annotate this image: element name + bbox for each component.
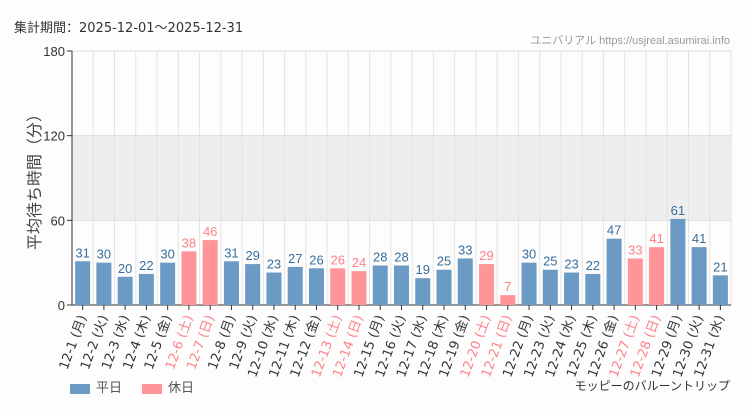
data-label: 7 <box>504 279 511 294</box>
data-label: 46 <box>203 224 217 239</box>
data-label: 25 <box>437 254 451 269</box>
bar <box>266 272 282 305</box>
data-label: 30 <box>97 247 111 262</box>
data-label: 38 <box>182 235 196 250</box>
bar <box>202 240 218 305</box>
data-label: 26 <box>330 252 344 267</box>
data-label: 23 <box>267 257 281 272</box>
data-label: 28 <box>373 249 387 264</box>
site-credit: ユニバリアル https://usjreal.asumirai.info <box>530 35 730 47</box>
y-tick-label: 60 <box>51 213 65 228</box>
data-label: 30 <box>160 247 174 262</box>
legend-label-weekday: 平日 <box>96 381 123 396</box>
bar <box>117 276 133 305</box>
shaded-band <box>72 135 731 221</box>
data-label: 23 <box>564 257 578 272</box>
data-label: 22 <box>586 258 600 273</box>
bar <box>160 262 176 305</box>
legend-label-holiday: 休日 <box>168 381 195 396</box>
y-axis-label: 平均待ち時間（分） <box>25 106 44 250</box>
bar <box>627 258 643 305</box>
data-label: 21 <box>713 259 727 274</box>
data-label: 47 <box>607 223 621 238</box>
bar <box>138 273 154 305</box>
bar <box>606 238 622 305</box>
bar <box>415 278 431 305</box>
legend-holiday[interactable]: 休日 <box>142 377 194 396</box>
data-label: 19 <box>416 262 430 277</box>
y-tick-label: 180 <box>43 44 65 59</box>
bar <box>75 261 91 305</box>
bar <box>436 269 452 305</box>
bar <box>712 275 728 305</box>
data-label: 26 <box>309 252 323 267</box>
data-label: 20 <box>118 261 132 276</box>
bar <box>542 269 558 305</box>
source-label: モッピーのバルーントリップ <box>574 379 730 393</box>
bar <box>245 264 261 305</box>
data-label: 31 <box>75 245 89 260</box>
data-label: 61 <box>671 203 685 218</box>
bar <box>564 272 580 305</box>
bar <box>649 247 665 305</box>
bar <box>457 258 473 305</box>
legend-swatch-weekday <box>70 383 90 394</box>
bar <box>585 273 601 305</box>
legend: 平日 休日 <box>70 377 194 396</box>
data-label: 27 <box>288 251 302 266</box>
data-label: 29 <box>479 248 493 263</box>
bar <box>372 265 388 305</box>
data-label: 41 <box>649 231 663 246</box>
data-label: 33 <box>458 242 472 257</box>
bar <box>394 265 409 305</box>
bar <box>287 266 303 305</box>
data-label: 30 <box>522 247 536 262</box>
legend-weekday[interactable]: 平日 <box>70 377 122 396</box>
bar <box>479 264 495 305</box>
bar <box>181 251 197 305</box>
bar <box>96 262 112 305</box>
data-label: 29 <box>245 248 259 263</box>
bar <box>521 262 537 305</box>
data-label: 25 <box>543 254 557 269</box>
bar <box>500 295 516 305</box>
period-label: 集計期間：2025-12-01～2025-12-31 <box>14 21 244 36</box>
y-tick-label: 0 <box>58 298 65 313</box>
bar <box>351 271 367 305</box>
data-label: 28 <box>394 249 408 264</box>
data-label: 33 <box>628 242 642 257</box>
bar <box>308 268 324 305</box>
data-label: 41 <box>692 231 706 246</box>
data-label: 31 <box>224 245 238 260</box>
bar <box>223 261 239 305</box>
y-tick-label: 120 <box>43 129 65 144</box>
data-label: 24 <box>352 255 366 270</box>
bar <box>691 247 707 305</box>
data-label: 22 <box>139 258 153 273</box>
bar <box>330 268 346 305</box>
legend-swatch-holiday <box>142 383 163 394</box>
bar <box>670 218 686 305</box>
